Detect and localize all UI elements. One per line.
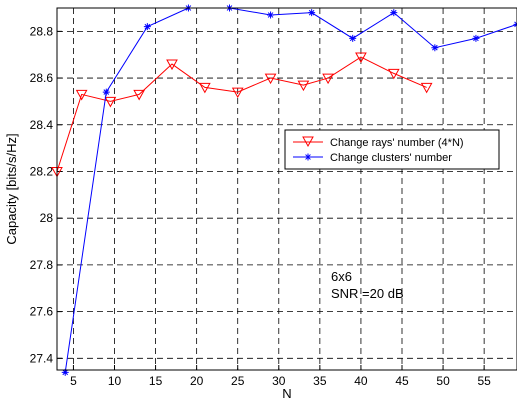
- legend: Change rays' number (4*N) Change cluster…: [284, 129, 500, 170]
- x-tick-label: 50: [436, 374, 450, 388]
- x-tick-label: 30: [272, 374, 286, 388]
- y-tick-label: 27.6: [30, 305, 54, 319]
- series-line-2: [64, 7, 517, 373]
- data-point: [472, 34, 480, 42]
- annotation-size: 6x6: [331, 269, 352, 284]
- data-point: [513, 20, 517, 28]
- y-tick-label: 28: [40, 211, 54, 225]
- x-axis-label: N: [282, 386, 291, 401]
- legend-marker-series-2: [304, 153, 312, 161]
- legend-star-shape: [304, 153, 312, 161]
- data-point: [264, 73, 277, 85]
- data-point: [267, 11, 275, 19]
- data-point: [231, 87, 244, 99]
- y-tick-label: 27.4: [30, 351, 54, 365]
- data-point: [349, 34, 357, 42]
- legend-label-series-2: Change clusters' number: [330, 152, 452, 164]
- data-point: [297, 80, 310, 92]
- plot-frame: [56, 7, 517, 371]
- data-point: [420, 82, 433, 94]
- data-point: [166, 59, 178, 71]
- grid-lines: [57, 8, 517, 370]
- x-tick-label: 35: [313, 374, 327, 388]
- legend-box: [284, 129, 500, 170]
- data-point: [390, 9, 398, 17]
- x-tick-label: 55: [477, 374, 491, 388]
- data-point: [355, 52, 367, 64]
- data-point: [61, 368, 69, 376]
- series-lines: [51, 4, 517, 376]
- series-line-1: [56, 56, 427, 172]
- y-tick-label: 28.2: [30, 164, 54, 178]
- data-point: [133, 89, 145, 101]
- annotation-snr: SNR =20 dB: [331, 286, 404, 301]
- x-tick-label: 5: [70, 374, 77, 388]
- data-point: [308, 9, 316, 17]
- y-tick-label: 28.8: [30, 24, 54, 38]
- data-point: [387, 68, 400, 80]
- x-tick-label: 10: [108, 374, 122, 388]
- axis-ticks: 5 10 15 20 25 30 35 40 45 50 55 27.4 27.6 27.8 28 28.2 2…: [30, 24, 491, 388]
- y-tick-label: 28.4: [30, 118, 54, 132]
- y-axis-label: Capacity [bits/s/Hz]: [4, 133, 19, 244]
- y-tick-label: 28.6: [30, 71, 54, 85]
- x-tick-label: 40: [354, 374, 368, 388]
- data-point: [199, 82, 211, 94]
- data-point: [102, 88, 110, 96]
- data-point: [322, 73, 334, 85]
- data-point: [104, 96, 117, 108]
- x-tick-label: 20: [190, 374, 204, 388]
- x-tick-label: 15: [149, 374, 163, 388]
- data-point: [431, 44, 439, 52]
- data-point: [143, 23, 151, 31]
- legend-label-series-1: Change rays' number (4*N): [330, 137, 464, 149]
- x-tick-label: 25: [231, 374, 245, 388]
- legend-marker-series-1: [302, 136, 314, 148]
- data-point: [75, 89, 88, 101]
- x-tick-label: 45: [395, 374, 409, 388]
- y-tick-label: 27.8: [30, 258, 54, 272]
